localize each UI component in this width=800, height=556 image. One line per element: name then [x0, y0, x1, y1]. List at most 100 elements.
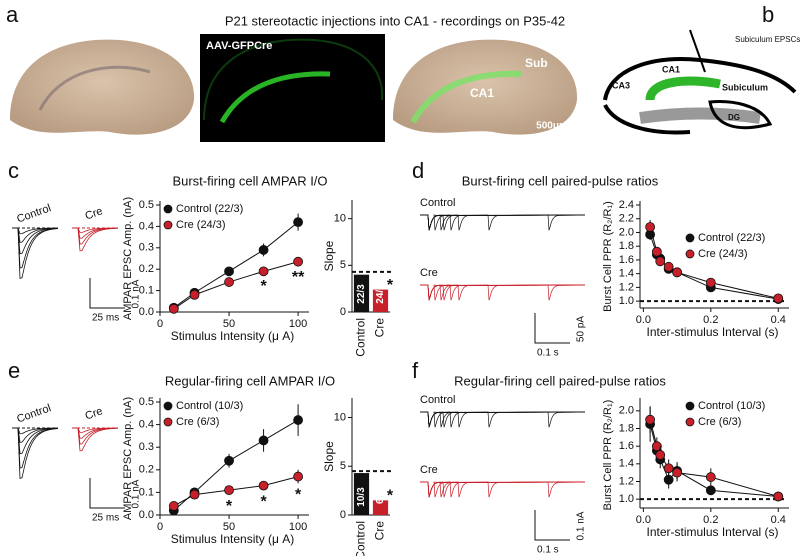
trace — [420, 284, 586, 301]
scale-bar — [89, 278, 125, 309]
scale-bar — [534, 313, 570, 344]
y-tick-label: 1.2 — [619, 281, 634, 293]
legend-marker — [163, 417, 173, 427]
marker — [224, 485, 234, 496]
micrograph: DIC — [6, 34, 196, 142]
x-tick-label: 0.4 — [771, 314, 786, 326]
bar-label: 6/3 — [375, 490, 386, 504]
y-tick-label: 10 — [334, 411, 346, 423]
legend-marker — [685, 249, 695, 259]
marker — [663, 463, 674, 474]
x-tick-label: 50 — [223, 318, 235, 330]
marker — [258, 435, 269, 446]
bar-label: 22/3 — [356, 284, 367, 304]
x-tick-label: 0.2 — [703, 514, 718, 526]
bar — [353, 274, 370, 312]
y-tick-label: 1.8 — [619, 422, 634, 434]
y-tick-label: 10 — [334, 213, 346, 225]
hippocampus-diagram: b Subiculum EPSCs CA1 CA3 Subiculum DG — [603, 2, 800, 135]
marker — [258, 266, 269, 277]
y-tick-label: 1.4 — [619, 458, 634, 470]
bar — [353, 473, 370, 515]
trace-label: Control — [420, 394, 455, 406]
bar — [372, 500, 389, 515]
scale-bar — [89, 478, 125, 509]
y-tick-label: 0.2 — [139, 263, 154, 275]
y-tick-label: 0.4 — [139, 220, 154, 232]
panel-label: f — [412, 358, 419, 383]
legend-label: Cre (6/3) — [176, 416, 219, 428]
micrograph: AAV-GFPCre — [200, 34, 385, 142]
diagram-label: DG — [728, 113, 740, 122]
electrode — [689, 29, 706, 73]
marker — [293, 415, 303, 425]
series-line — [649, 423, 779, 498]
marker — [224, 455, 234, 466]
outline — [203, 38, 384, 121]
scale-label: 25 ms — [92, 513, 119, 524]
y-tick-label: 0.1 — [139, 486, 154, 498]
y-axis-label: Burst Cell PPR (R₂/R₁) — [602, 400, 614, 511]
figure-title: P21 stereotactic injections into CA1 - r… — [225, 13, 565, 28]
gfp-band — [219, 71, 331, 124]
marker — [655, 450, 666, 460]
y-axis-label: Slope — [322, 240, 336, 271]
bar-label: 24/3 — [375, 284, 386, 304]
significance: * — [260, 278, 267, 295]
x-tick-label: 0 — [157, 318, 163, 330]
significance: * — [226, 498, 233, 515]
trace — [72, 427, 119, 452]
y-tick-label: 1.6 — [619, 440, 634, 452]
significance: * — [260, 493, 267, 510]
x-axis-label: Stimulus Intensity (μ A) — [171, 329, 295, 343]
marker — [655, 256, 666, 267]
bar — [372, 289, 389, 312]
panel-label: d — [412, 158, 424, 183]
gfp-band — [410, 70, 522, 124]
significance: * — [295, 487, 302, 504]
trace-label: Control — [15, 402, 52, 425]
region-label: Sub — [525, 56, 548, 70]
marker — [645, 414, 656, 425]
x-tick-label: 0.4 — [771, 514, 786, 526]
y-tick-label: 0.0 — [139, 509, 154, 521]
marker — [168, 501, 179, 511]
outline — [603, 103, 691, 135]
legend-label: Cre (6/3) — [698, 416, 741, 428]
marker — [258, 480, 269, 491]
series-line — [649, 419, 779, 497]
y-tick-label: 1.0 — [619, 493, 634, 505]
x-tick-label: Control — [354, 521, 368, 556]
legend-label: Control (10/3) — [176, 400, 243, 412]
x-tick-label: Cre — [373, 318, 387, 338]
y-tick-label: 2.2 — [619, 213, 634, 225]
scale-label: 500μm — [536, 121, 568, 132]
panel-label: a — [6, 2, 19, 27]
scale-label: 0.1 nA — [131, 279, 142, 308]
y-tick-label: 0 — [340, 306, 346, 318]
trace — [420, 411, 586, 428]
trace — [12, 427, 59, 455]
trace-label: Cre — [84, 205, 105, 222]
trace — [420, 481, 586, 498]
x-tick-label: 100 — [289, 318, 307, 330]
scale-label: 0.1 nA — [576, 511, 587, 540]
image-label: DIC — [12, 40, 31, 52]
diagram-label: CA3 — [612, 80, 630, 90]
series-line — [173, 261, 299, 310]
x-tick-label: 0.0 — [636, 514, 651, 526]
y-tick-label: 5 — [340, 259, 346, 271]
x-axis-label: Inter-stimulus Interval (s) — [646, 325, 778, 339]
legend-label: Cre (24/3) — [698, 248, 748, 260]
marker — [672, 267, 682, 278]
legend-marker — [163, 401, 173, 411]
y-tick-label: 0.4 — [139, 419, 154, 431]
bar-label: 10/3 — [356, 487, 367, 507]
chart-title: Burst-firing cell paired-pulse ratios — [462, 173, 659, 188]
legend-marker — [163, 220, 173, 230]
cell-layer — [38, 65, 151, 111]
x-tick-label: 100 — [289, 521, 307, 533]
y-axis-label: AMPAR EPSC Amp. (nA) — [122, 397, 134, 520]
tissue — [10, 39, 195, 135]
